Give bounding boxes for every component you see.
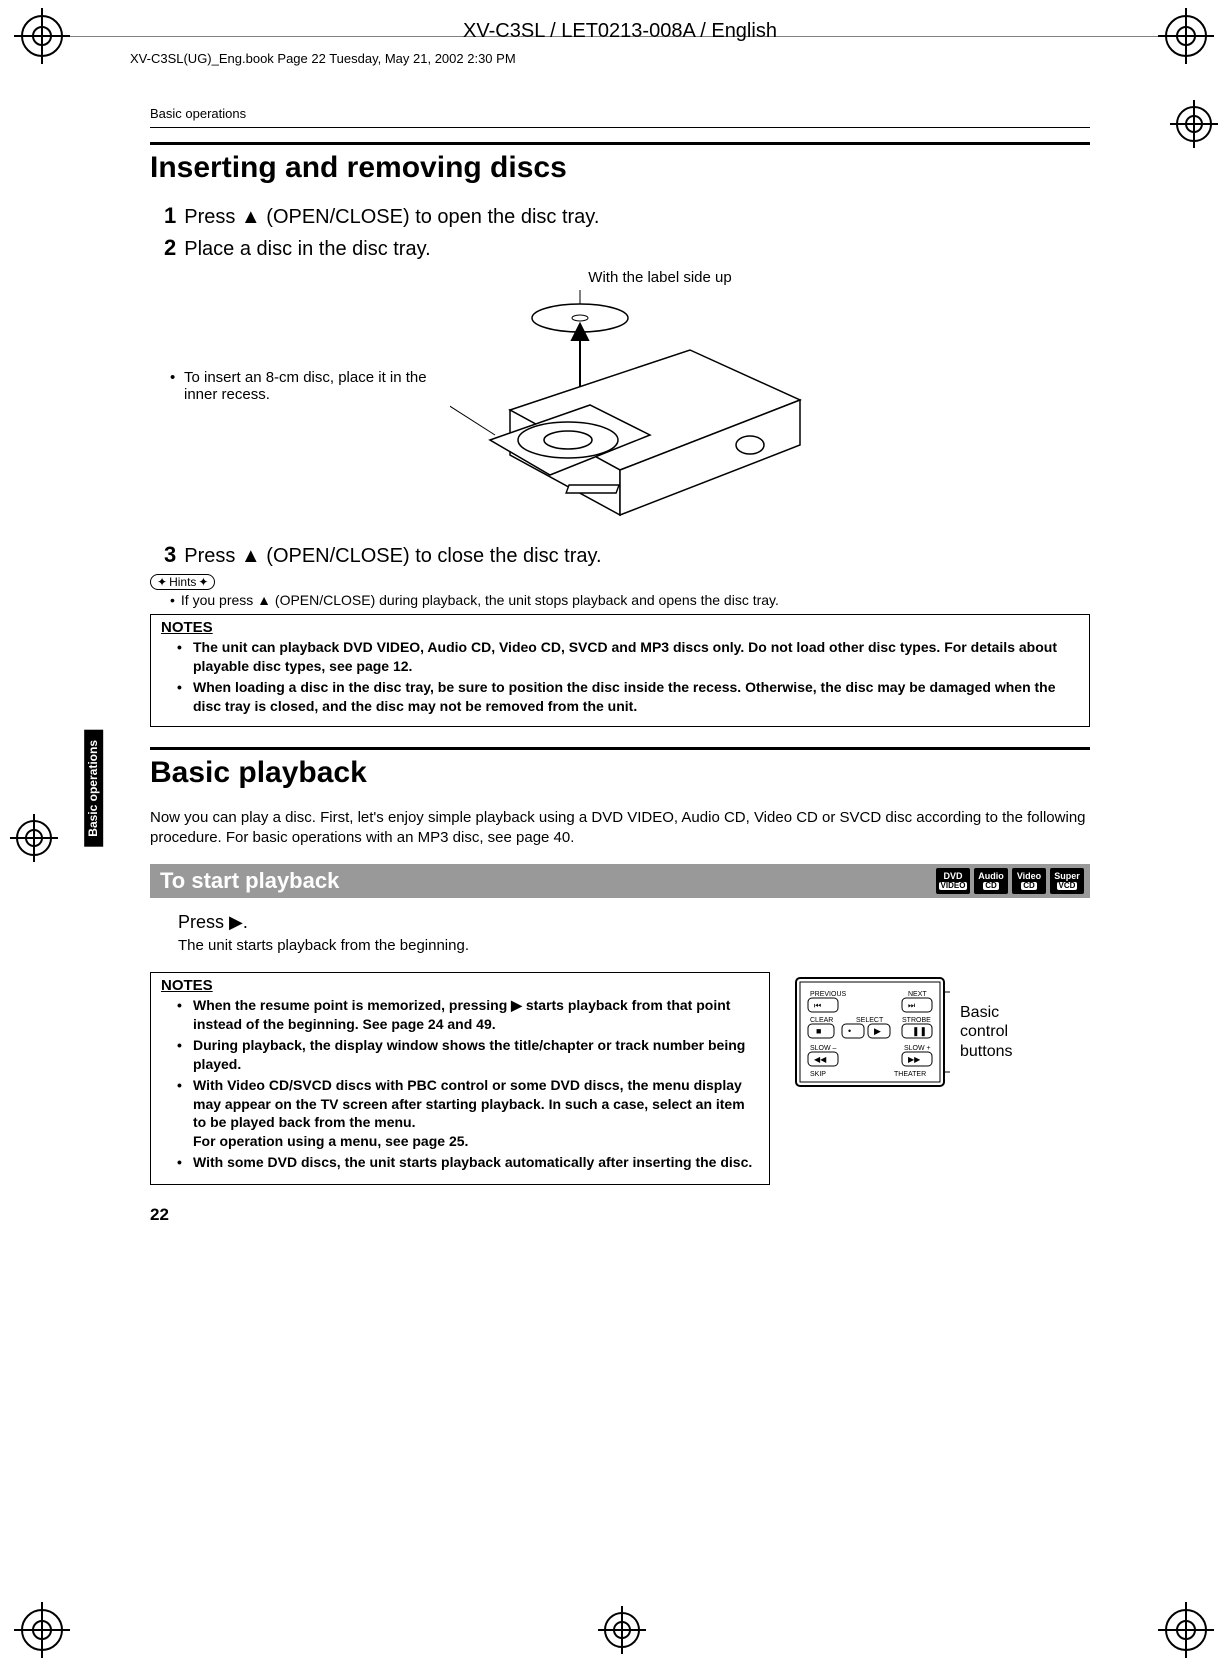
svg-text:SLOW –: SLOW – [810,1045,837,1052]
registration-mark-bl [14,1602,70,1658]
svg-text:❚❚: ❚❚ [912,1026,927,1037]
svg-text:SELECT: SELECT [856,1017,884,1024]
registration-mark-bc [598,1606,646,1654]
badge-dvd-video: DVDVIDEO [936,868,970,894]
disc-type-badges: DVDVIDEO AudioCD VideoCD SuperVCD [936,868,1090,894]
step-3-num: 3 [164,542,176,568]
remote-diagram: PREVIOUS NEXT ⏮ ⏭ CLEAR SELECT STROBE ■ … [790,972,950,1092]
notes-2c: •With Video CD/SVCD discs with PBC contr… [177,1076,759,1152]
diagram-note: • To insert an 8-cm disc, place it in th… [170,369,450,403]
step-2: 2 Place a disc in the disc tray. [164,235,1090,261]
notes-2d: •With some DVD discs, the unit starts pl… [177,1153,759,1172]
section-label: Basic operations [150,106,1090,121]
registration-mark-br [1158,1602,1214,1658]
notes-box-2: NOTES •When the resume point is memorize… [150,972,770,1185]
svg-text:◀◀: ◀◀ [814,1055,827,1064]
svg-text:⏮: ⏮ [814,1001,821,1010]
framemaker-header: XV-C3SL(UG)_Eng.book Page 22 Tuesday, Ma… [130,51,1090,66]
svg-text:PREVIOUS: PREVIOUS [810,991,847,998]
svg-text:⏭: ⏭ [908,1001,915,1010]
step-1-num: 1 [164,203,176,229]
registration-mark-tl [14,8,70,64]
notes-title-1: NOTES [161,619,1079,636]
svg-text:NEXT: NEXT [908,991,927,998]
svg-text:STROBE: STROBE [902,1017,931,1024]
step-1-text: Press ▲ (OPEN/CLOSE) to open the disc tr… [184,206,599,229]
registration-mark-mr [1170,100,1218,148]
notes-2b: •During playback, the display window sho… [177,1036,759,1074]
disc-diagram-row: • To insert an 8-cm disc, place it in th… [170,269,1090,530]
step-1: 1 Press ▲ (OPEN/CLOSE) to open the disc … [164,203,1090,229]
svg-text:THEATER: THEATER [894,1071,926,1078]
badge-audio-cd: AudioCD [974,868,1008,894]
page-number: 22 [150,1205,1090,1225]
basic-playback-intro: Now you can play a disc. First, let's en… [150,808,1090,849]
notes-1b: •When loading a disc in the disc tray, b… [177,678,1079,716]
step-3-text: Press ▲ (OPEN/CLOSE) to close the disc t… [184,545,601,568]
svg-text:■: ■ [816,1026,821,1036]
svg-text:SKIP: SKIP [810,1071,826,1078]
step-3: 3 Press ▲ (OPEN/CLOSE) to close the disc… [164,542,1090,568]
to-start-playback-text: To start playback [150,864,349,898]
badge-video-cd: VideoCD [1012,868,1046,894]
press-play-line: Press ▶. [178,912,1090,933]
svg-text:▶: ▶ [874,1026,881,1036]
notes-1a: •The unit can playback DVD VIDEO, Audio … [177,638,1079,676]
hints-badge: ✦Hints✦ [150,574,215,590]
to-start-playback-bar: To start playback DVDVIDEO AudioCD Video… [150,864,1090,898]
svg-text:▶▶: ▶▶ [908,1055,921,1064]
hints-text-content: If you press ▲ (OPEN/CLOSE) during playb… [181,592,779,608]
svg-text:SLOW +: SLOW + [904,1045,931,1052]
svg-text:•: • [848,1026,851,1036]
remote-diagram-col: PREVIOUS NEXT ⏮ ⏭ CLEAR SELECT STROBE ■ … [790,972,1040,1092]
side-tab: Basic operations [84,730,103,847]
diagram-caption: With the label side up [510,269,810,286]
h1-basic-playback: Basic playback [150,756,1090,790]
svg-text:CLEAR: CLEAR [810,1017,833,1024]
notes-2a: •When the resume point is memorized, pre… [177,996,759,1034]
rule-thin [150,127,1090,128]
hints-text: • If you press ▲ (OPEN/CLOSE) during pla… [170,592,1090,608]
badge-super-vcd: SuperVCD [1050,868,1084,894]
step-2-num: 2 [164,235,176,261]
diagram-note-text: To insert an 8-cm disc, place it in the … [184,369,450,403]
rule-thick-2 [150,747,1090,750]
registration-mark-ml [10,814,58,862]
notes-box-1: NOTES •The unit can playback DVD VIDEO, … [150,614,1090,727]
h1-inserting: Inserting and removing discs [150,151,1090,185]
remote-label: Basic control buttons [960,1003,1040,1061]
press-play-sub: The unit starts playback from the beginn… [178,937,1090,954]
hints-row: ✦Hints✦ [150,574,1090,590]
doc-id-header: XV-C3SL / LET0213-008A / English [150,20,1090,43]
notes-title-2: NOTES [161,977,759,994]
dvd-player-diagram [450,290,810,530]
step-2-text: Place a disc in the disc tray. [184,238,430,261]
rule-thick-1 [150,142,1090,145]
